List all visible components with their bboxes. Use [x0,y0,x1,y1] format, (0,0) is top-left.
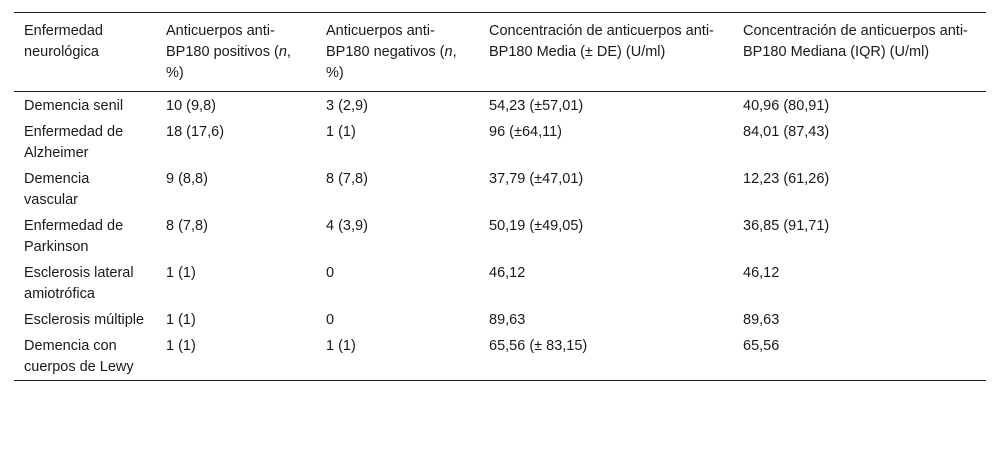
cell-median: 40,96 (80,91) [743,98,830,114]
header-mean: Concentración de anticuerpos anti-BP180 … [489,23,714,60]
cell-positive: 1 (1) [166,265,196,281]
cell-median: 12,23 (61,26) [743,171,830,187]
cell-negative: 3 (2,9) [326,98,368,114]
cell-median: 84,01 (87,43) [743,124,830,140]
header-disease: Enfermedad neurológica [24,23,103,60]
cell-positive: 18 (17,6) [166,124,225,140]
cell-mean: 65,56 (± 83,15) [489,338,588,354]
cell-positive: 9 (8,8) [166,171,208,187]
cell-negative: 1 (1) [326,338,356,354]
cell-disease: Esclerosis lateral amiotrófica [24,265,134,302]
cell-mean: 46,12 [489,265,526,281]
cell-disease: Enfermedad de Alzheimer [24,124,124,161]
table-row: Enfermedad de Alzheimer 18 (17,6) 1 (1) … [14,119,986,166]
cell-positive: 8 (7,8) [166,218,208,234]
table-row: Demencia con cuerpos de Lewy 1 (1) 1 (1)… [14,333,986,381]
header-median: Concentración de anticuerpos anti-BP180 … [743,23,968,60]
cell-median: 89,63 [743,312,780,328]
cell-mean: 50,19 (±49,05) [489,218,584,234]
table-row: Demencia senil 10 (9,8) 3 (2,9) 54,23 (±… [14,92,986,120]
header-negative: Anticuerpos anti-BP180 negativos (n, %) [326,23,457,81]
cell-disease: Demencia senil [24,98,124,114]
table-row: Enfermedad de Parkinson 8 (7,8) 4 (3,9) … [14,213,986,260]
cell-positive: 10 (9,8) [166,98,216,114]
cell-negative: 0 [326,312,335,328]
cell-mean: 96 (±64,11) [489,124,562,140]
cell-disease: Enfermedad de Parkinson [24,218,124,255]
cell-negative: 1 (1) [326,124,356,140]
cell-median: 36,85 (91,71) [743,218,830,234]
cell-mean: 37,79 (±47,01) [489,171,584,187]
cell-disease: Esclerosis múltiple [24,312,145,328]
table-header-row: Enfermedad neurológica Anticuerpos anti-… [14,12,986,92]
table-row: Demencia vascular 9 (8,8) 8 (7,8) 37,79 … [14,166,986,213]
cell-negative: 4 (3,9) [326,218,368,234]
table-row: Esclerosis lateral amiotrófica 1 (1) 0 4… [14,260,986,307]
cell-median: 65,56 [743,338,780,354]
table-row: Esclerosis múltiple 1 (1) 0 89,63 89,63 [14,307,986,333]
cell-mean: 89,63 [489,312,526,328]
cell-disease: Demencia vascular [24,171,90,208]
neurological-disease-table: Enfermedad neurológica Anticuerpos anti-… [14,12,986,381]
cell-positive: 1 (1) [166,312,196,328]
cell-median: 46,12 [743,265,780,281]
header-positive: Anticuerpos anti-BP180 positivos (n, %) [166,23,291,81]
cell-mean: 54,23 (±57,01) [489,98,584,114]
cell-negative: 0 [326,265,335,281]
cell-negative: 8 (7,8) [326,171,368,187]
cell-disease: Demencia con cuerpos de Lewy [24,338,134,375]
cell-positive: 1 (1) [166,338,196,354]
data-table-container: Enfermedad neurológica Anticuerpos anti-… [14,12,986,381]
